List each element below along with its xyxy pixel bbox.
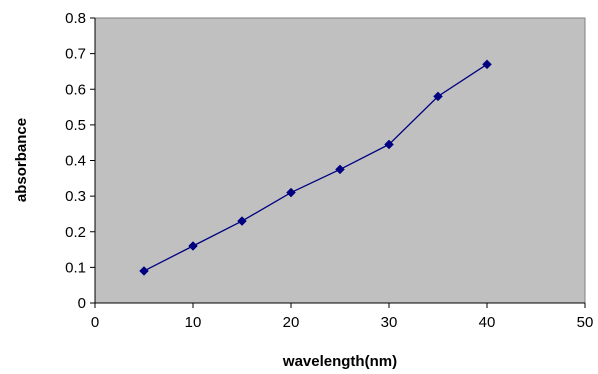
- data-point: [237, 216, 247, 226]
- x-tick-label: 0: [91, 314, 99, 331]
- x-tick-label: 20: [283, 314, 300, 331]
- x-tick-label: 50: [577, 314, 594, 331]
- y-axis-title: absorbance: [13, 118, 30, 202]
- y-tick-label: 0.8: [65, 10, 86, 27]
- data-point: [482, 59, 492, 70]
- x-tick-label: 40: [479, 314, 496, 331]
- y-tick-label: 0.7: [65, 46, 86, 63]
- y-tick-label: 0.4: [65, 153, 86, 170]
- plot-area: [94, 17, 586, 304]
- series: [139, 59, 492, 276]
- y-axis: 0 0.1 0.2 0.3 0.4 0.5 0.6 0.7 0.8: [65, 10, 96, 312]
- data-point: [139, 266, 149, 276]
- y-tick-label: 0: [78, 295, 86, 312]
- x-tick-label: 30: [381, 314, 398, 331]
- y-tick-label: 0.2: [65, 224, 86, 241]
- x-axis-title: wavelength(nm): [282, 353, 397, 370]
- data-point: [286, 187, 296, 198]
- y-tick-label: 0.5: [65, 117, 86, 134]
- data-point: [188, 241, 198, 251]
- data-point: [384, 139, 394, 150]
- y-tick-label: 0.1: [65, 259, 86, 276]
- y-tick-label: 0.6: [65, 81, 86, 98]
- y-tick-label: 0.3: [65, 188, 86, 205]
- x-axis: 0 10 20 30 40 50: [91, 302, 594, 331]
- data-point: [335, 164, 345, 175]
- data-point: [433, 91, 443, 102]
- x-tick-label: 10: [185, 314, 202, 331]
- series-line: [143, 63, 488, 272]
